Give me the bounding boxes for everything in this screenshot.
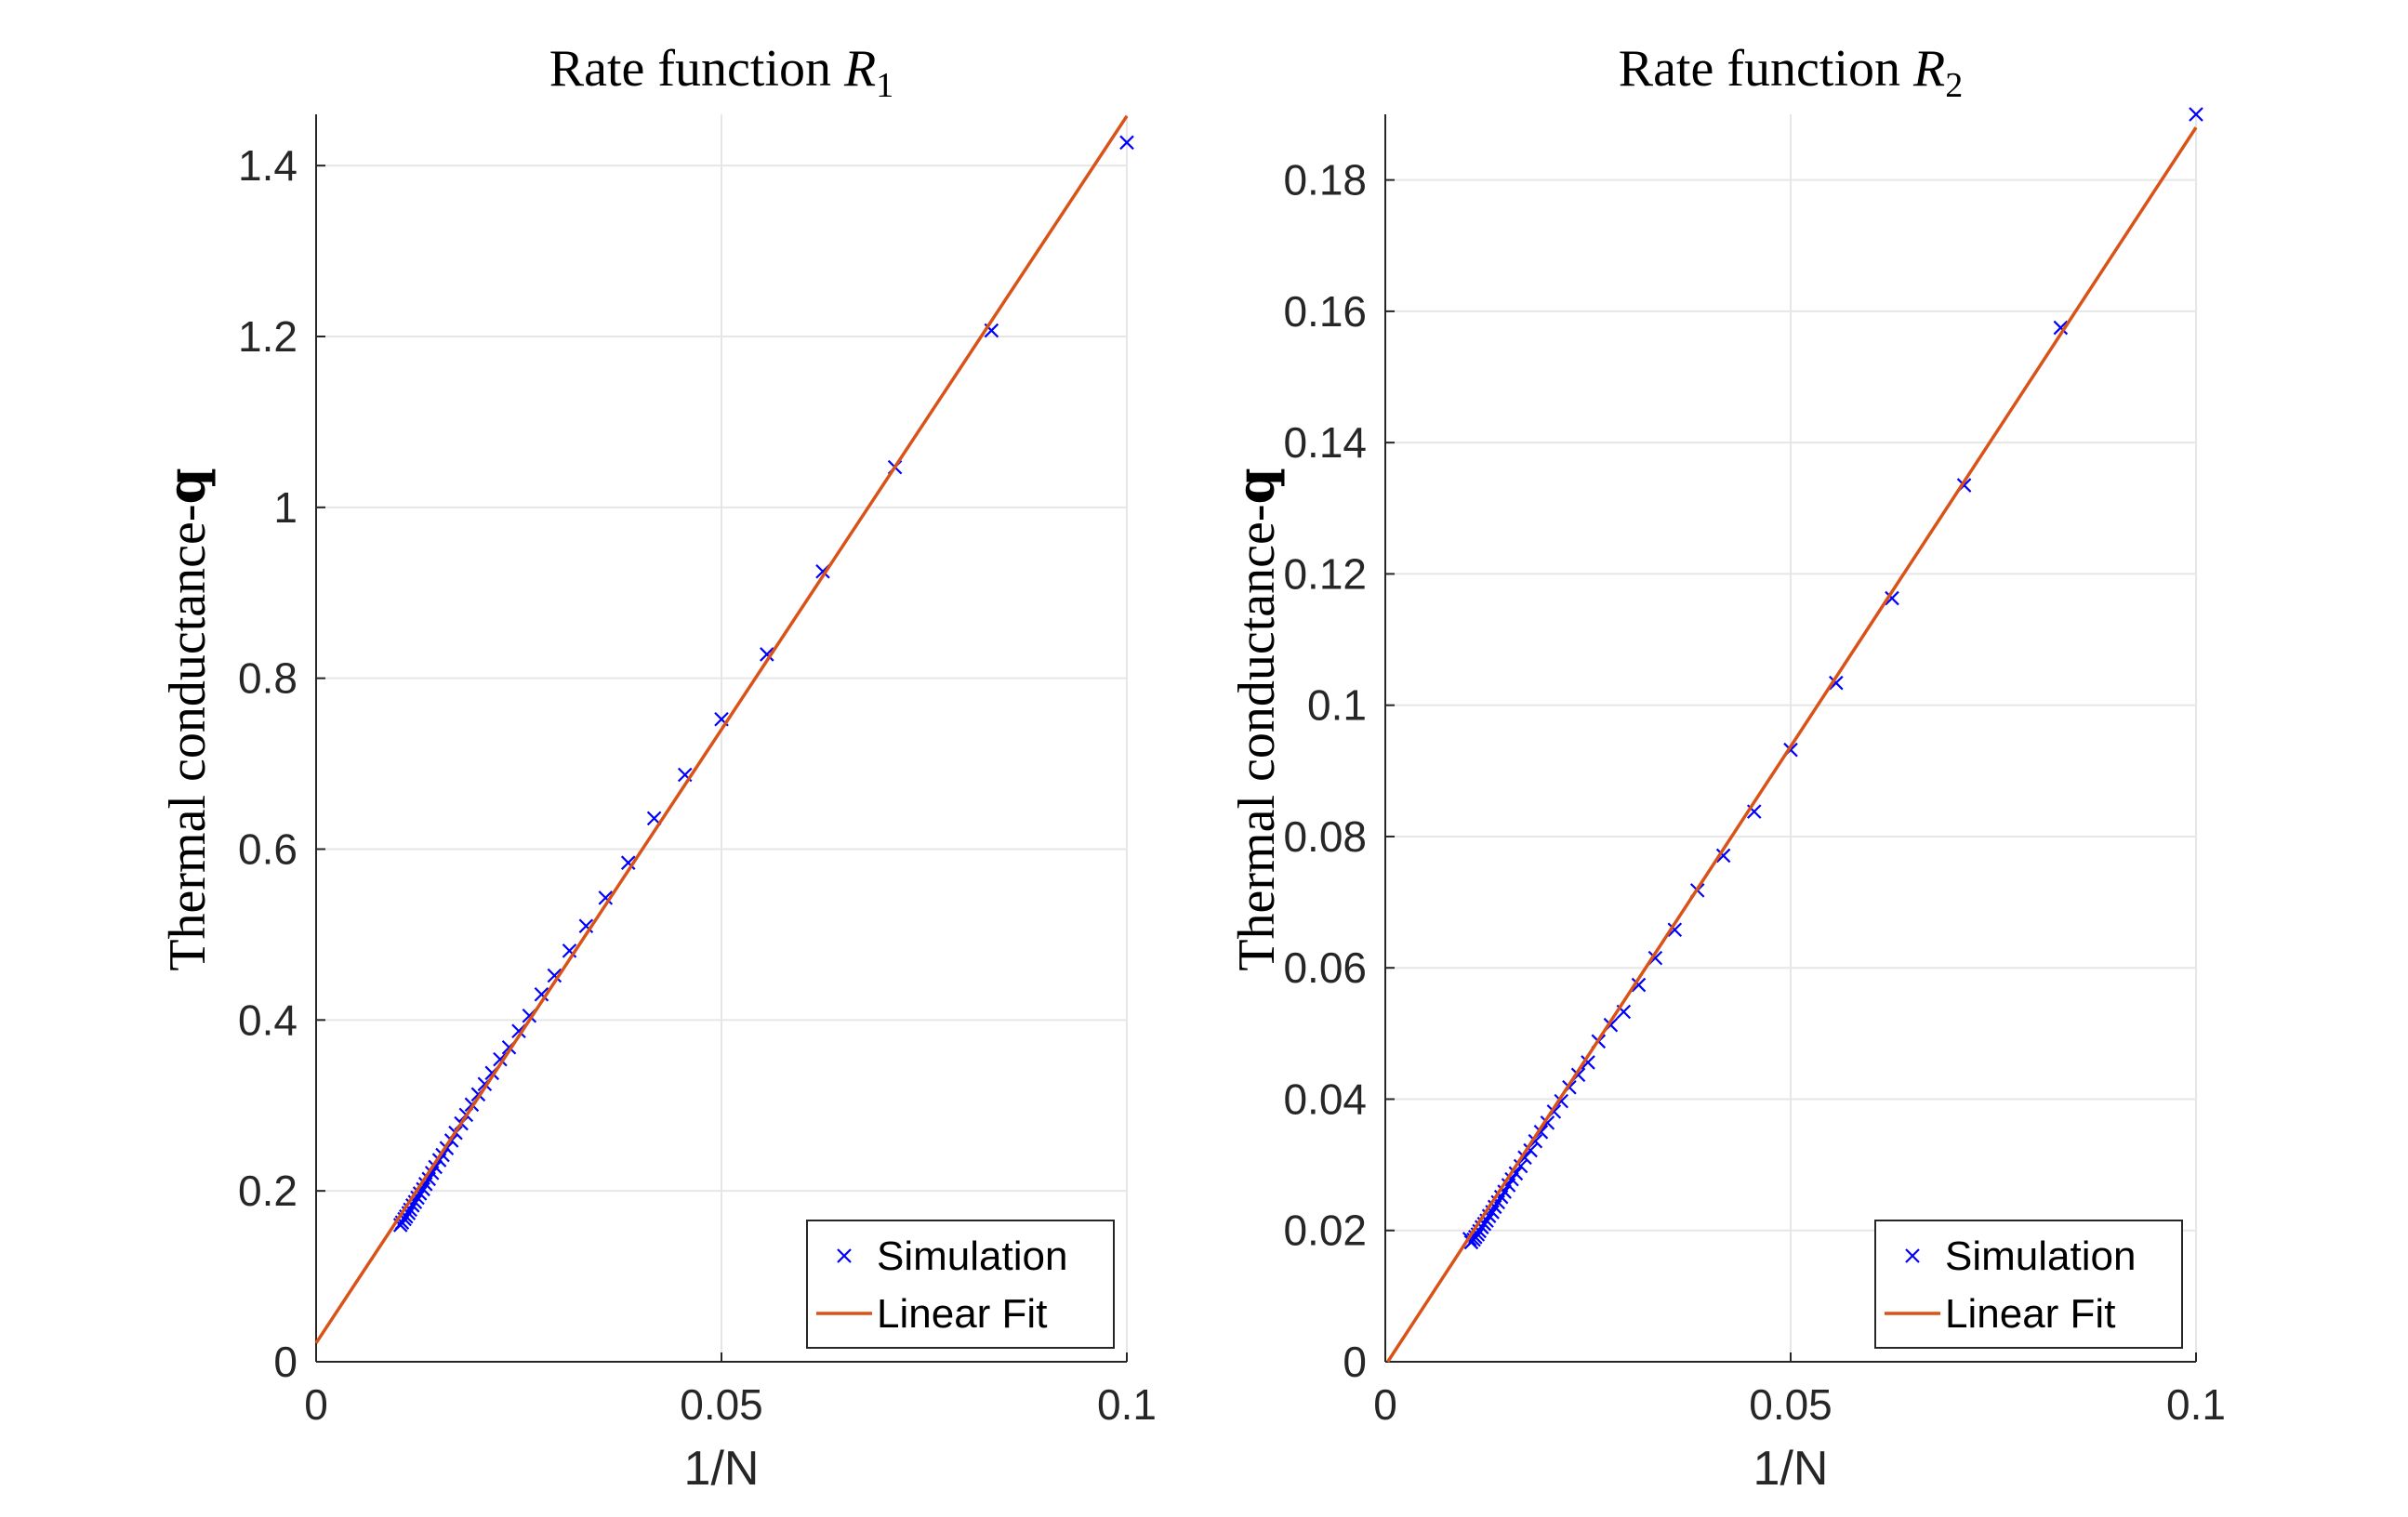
chart-panel-2: 0 0.05 0.1 0 0.02 0.04 0.06 0.08 0.1 0.12 0.14 0.16… [1225,40,2226,1496]
simulation-point [1667,922,1683,938]
y-tick-label: 0.2 [238,1167,298,1215]
x-axis-label: 1/N [684,1442,760,1496]
legend-box [806,1220,1115,1349]
y-tick-label: 0.8 [238,654,298,703]
simulation-point [534,986,549,1002]
simulation-point [1523,1142,1538,1158]
x-tick-label: 0 [304,1380,328,1429]
y-axis-label: Thermal conductance-q [156,468,218,970]
x-tick-label: 0.05 [680,1380,763,1429]
legend-marker-swatch [837,1248,852,1263]
simulation-point [1885,590,1899,606]
legend-label: Simulation [1945,1233,2136,1279]
simulation-point [547,968,562,983]
simulation-point [2053,320,2069,336]
linear-fit-line [314,114,1129,1344]
x-tick-label: 0.1 [1097,1380,1157,1429]
simulation-point [412,1186,428,1201]
y-tick-label: 0.08 [1283,812,1367,861]
legend-label: Simulation [877,1233,1067,1279]
simulation-point [1829,675,1844,691]
simulation-point [1513,1158,1528,1174]
simulation-point [2189,107,2203,122]
y-tick-label: 0.16 [1283,287,1367,336]
y-tick-label: 0.18 [1283,156,1367,204]
y-tick-label: 0 [273,1338,298,1386]
legend-box [1874,1220,2183,1349]
y-tick-label: 0 [1343,1338,1367,1386]
y-tick-label: 0.6 [238,824,298,873]
y-tick-label: 0.1 [1307,681,1367,730]
chart-title: Rate function R2 [1619,40,1963,105]
simulation-point [1119,135,1134,151]
x-tick-label: 0.1 [2166,1380,2226,1429]
x-tick-label: 0 [1373,1380,1397,1429]
legend-label: Linear Fit [877,1291,1047,1337]
y-tick-label: 0.4 [238,996,298,1044]
y-tick-label: 1 [273,483,298,532]
y-tick-label: 1.2 [238,312,298,361]
chart-title: Rate function R1 [549,40,893,105]
legend-label: Linear Fit [1945,1291,2115,1337]
simulation-point [620,855,636,870]
y-tick-label: 0.12 [1283,549,1367,598]
simulation-point [1581,1055,1595,1070]
chart-panel-1: 0 0.05 0.1 0 0.2 0.4 0.6 0.8 1 1.2 1.4 1/N Thermal c… [156,40,1157,1496]
y-tick-label: 1.4 [238,141,298,190]
simulation-point [1715,848,1731,864]
y-axis-label: Thermal conductance-q [1225,468,1287,970]
x-axis-label: 1/N [1753,1442,1829,1496]
simulation-point [598,890,614,905]
simulation-point [1631,977,1647,993]
y-tick-label: 0.02 [1283,1207,1367,1255]
x-tick-label: 0.05 [1749,1380,1832,1429]
simulation-point [1501,1178,1516,1193]
y-tick-label: 0.14 [1283,418,1367,467]
legend-marker-swatch [1905,1248,1920,1263]
legend: Simulation Linear Fit [1874,1220,2183,1349]
y-tick-label: 0.06 [1283,943,1367,992]
legend: Simulation Linear Fit [806,1220,1115,1349]
linear-fit-line [1386,126,2198,1363]
simulation-point [760,647,774,662]
y-tick-label: 0.04 [1283,1075,1367,1123]
